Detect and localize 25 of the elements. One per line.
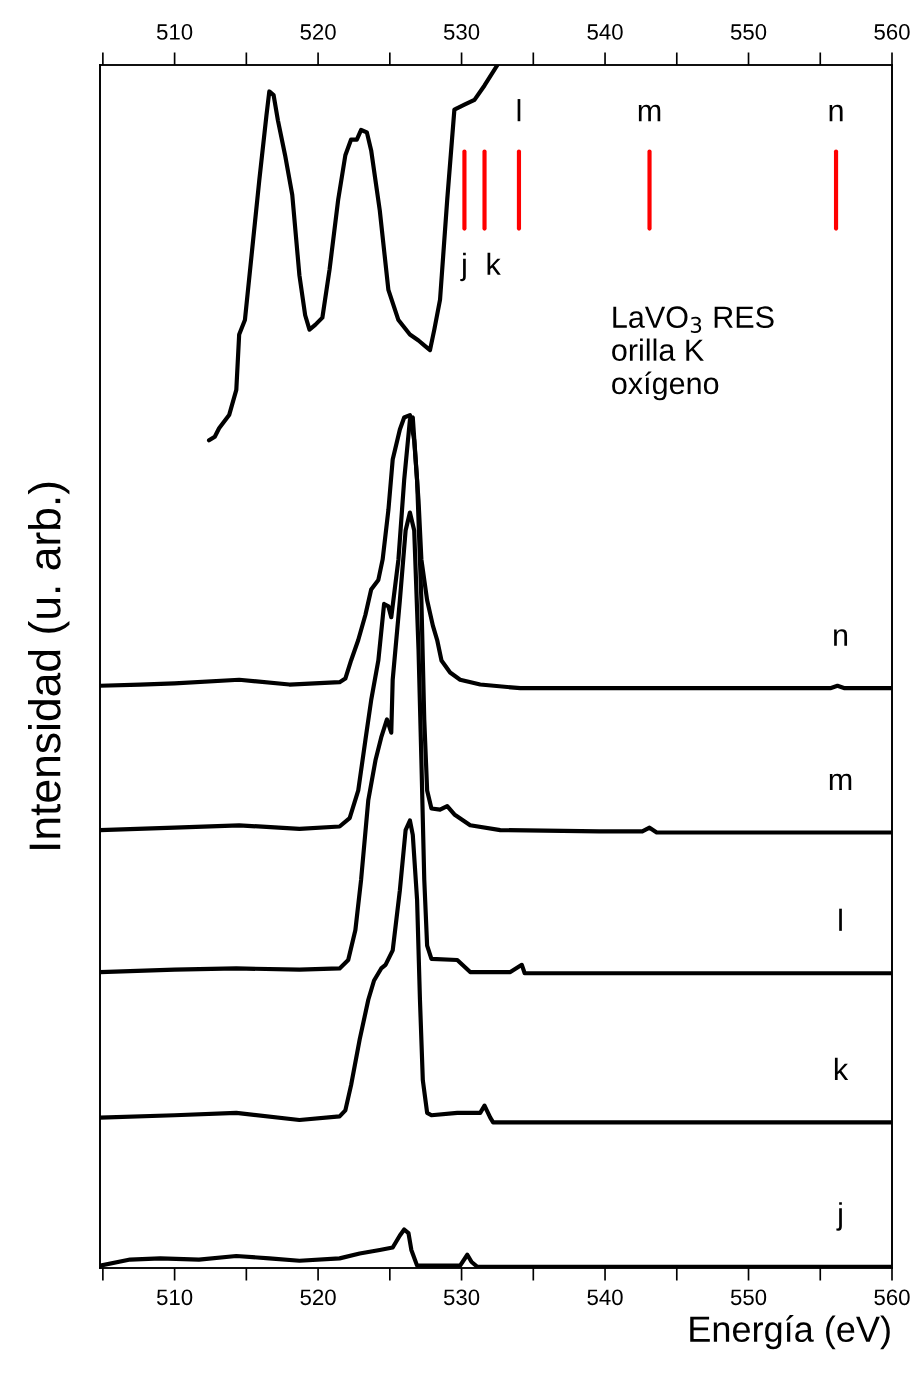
x-tick-label: 560 [874, 1289, 910, 1306]
series-label: k [487, 252, 501, 275]
x-tick-label: 540 [587, 1289, 623, 1306]
x2-tick-label: 530 [443, 24, 480, 40]
series-label: l [839, 908, 842, 931]
annotation: LaVO$_{3}$ RES orilla K oxígeno [612, 306, 774, 401]
x-axis-title: Energía (eV) [690, 1315, 890, 1350]
series-label: m [638, 104, 661, 122]
series-label: m [829, 773, 852, 791]
series-label: k [834, 1057, 849, 1081]
series-label: l [517, 99, 521, 122]
x2-tick-label: 560 [874, 24, 910, 40]
x-tick-label: 550 [730, 1289, 767, 1306]
series-label: n [834, 629, 848, 646]
x-tick-label: 510 [156, 1289, 193, 1306]
y-axis-title: Intensidad (u. arb.) [28, 482, 70, 849]
series-label: n [829, 104, 843, 122]
x-tick-label: 530 [443, 1289, 480, 1306]
x2-tick-label: 510 [156, 24, 193, 40]
x2-tick-label: 520 [300, 24, 336, 40]
series-label: j [836, 1202, 842, 1231]
x-tick-label: 520 [300, 1289, 336, 1306]
x2-tick-label: 550 [730, 24, 767, 40]
x2-tick-label: 540 [587, 24, 623, 40]
series-label: j [460, 252, 466, 282]
